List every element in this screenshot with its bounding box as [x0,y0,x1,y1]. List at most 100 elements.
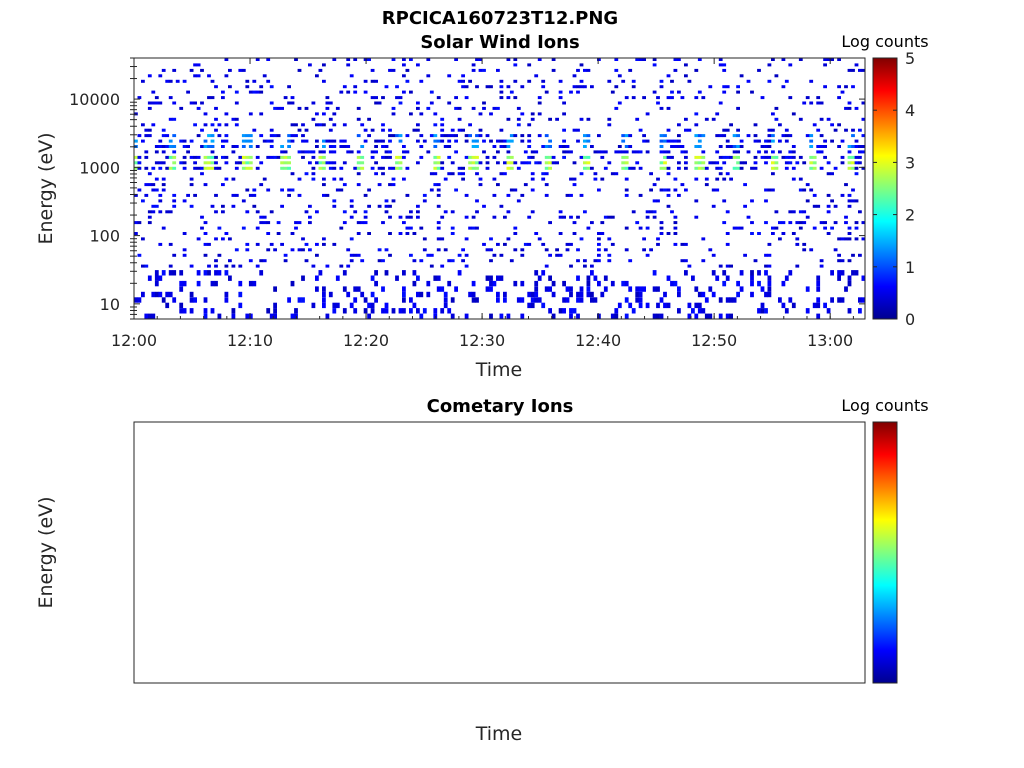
heatmap-cell [221,90,225,94]
heatmap-cell [516,166,521,170]
heatmap-cell [384,85,389,89]
heatmap-cell [234,161,239,165]
heatmap-cell [252,79,257,83]
heatmap-cell [523,183,528,187]
heatmap-cell [482,139,486,143]
heatmap-cell [503,161,507,165]
heatmap-cell [422,139,427,143]
heatmap-cell [356,253,361,257]
heatmap-cell [377,204,382,208]
heatmap-cell [624,193,629,197]
heatmap-cell [569,150,573,154]
heatmap-cell [506,193,511,197]
heatmap-cell [137,155,142,159]
heatmap-cell [509,166,514,170]
heatmap-cell [475,172,479,176]
heatmap-cell [468,134,472,138]
heatmap-cell [659,221,664,225]
heatmap-cell [798,155,803,159]
heatmap-cell [583,145,587,148]
heatmap-cell [259,221,264,225]
heatmap-cell [534,297,539,303]
heatmap-cell [812,123,817,127]
heatmap-cell [241,145,246,148]
heatmap-cell [416,308,420,314]
heatmap-cell [621,139,626,143]
heatmap-cell [353,297,358,303]
heatmap-cell [722,221,727,225]
heatmap-cell [704,313,709,319]
heatmap-cell [537,237,542,241]
heatmap-cell [816,101,821,105]
heatmap-cell [503,172,507,176]
heatmap-cell [624,161,629,165]
heatmap-cell [715,134,720,138]
heatmap-cell [332,308,337,314]
heatmap-cell [485,286,490,292]
heatmap-cell [555,253,559,257]
heatmap-cell [544,166,549,170]
heatmap-cell [433,172,438,176]
heatmap-cell [805,308,810,314]
heatmap-cell [837,275,841,281]
heatmap-cell [353,90,358,94]
heatmap-cell [666,302,671,309]
heatmap-cell [788,297,793,303]
heatmap-cell [165,155,170,159]
heatmap-cell [259,183,264,187]
heatmap-cell [527,161,532,165]
heatmap-cell [788,210,793,214]
heatmap-cell [485,166,490,170]
heatmap-cell [858,155,862,159]
heatmap-cell [259,134,264,138]
heatmap-cell [370,308,375,314]
heatmap-cell [791,150,796,154]
heatmap-cell [461,248,465,252]
heatmap-cell [325,139,330,143]
heatmap-cell [638,286,643,292]
heatmap-cell [854,199,859,203]
heatmap-cell [861,134,866,138]
heatmap-cell [471,161,476,165]
heatmap-cell [297,128,302,132]
heatmap-cell [349,150,354,154]
heatmap-cell [659,297,664,303]
heatmap-cell [774,210,779,214]
heatmap-cell [147,134,152,138]
heatmap-cell [203,183,208,187]
heatmap-cell [558,79,563,83]
heatmap-cell [363,297,368,303]
heatmap-cell [409,210,413,214]
heatmap-cell [165,134,170,138]
heatmap-cell [221,96,225,100]
heatmap-cell [141,199,145,203]
heatmap-cell [830,58,834,61]
colorbar-tick-label: 0 [905,310,915,329]
heatmap-cell [771,134,775,138]
heatmap-cell [262,221,267,225]
heatmap-cell [544,134,549,138]
heatmap-cell [684,117,688,121]
heatmap-cell [311,177,316,181]
heatmap-cell [603,286,608,292]
heatmap-cell [161,128,166,132]
heatmap-cell [583,68,587,72]
colorbar-title: Log counts [841,32,928,51]
heatmap-cell [628,286,633,292]
heatmap-cell [241,139,246,143]
heatmap-cell [854,226,859,230]
heatmap-cell [677,123,681,127]
heatmap-cell [440,123,445,127]
heatmap-cell [196,155,201,159]
heatmap-cell [315,74,319,78]
heatmap-cell [332,204,337,208]
heatmap-cell [548,275,552,281]
heatmap-cell [342,183,347,187]
heatmap-cell [478,68,483,72]
heatmap-cell [791,177,796,181]
heatmap-cell [840,139,845,143]
heatmap-cell [325,193,330,197]
heatmap-cell [513,79,518,83]
heatmap-cell [266,79,271,83]
heatmap-cell [694,123,699,127]
